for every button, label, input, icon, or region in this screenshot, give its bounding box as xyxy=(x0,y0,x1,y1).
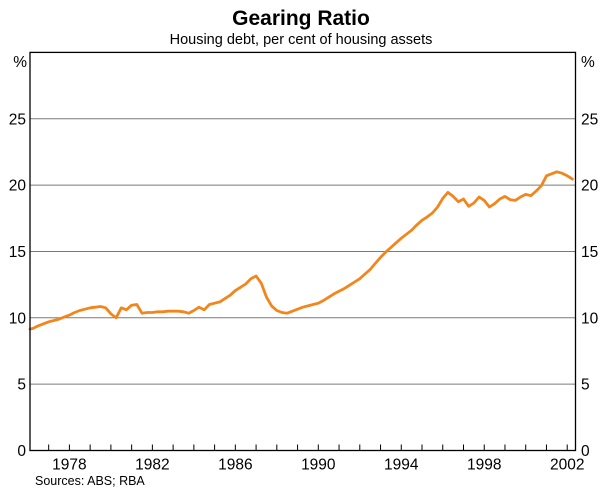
x-axis-label-1994: 1994 xyxy=(384,457,419,474)
plot-border xyxy=(29,51,577,452)
y-axis-label-left: 5 xyxy=(17,377,26,394)
x-axis-label-1986: 1986 xyxy=(218,457,252,474)
chart-title: Gearing Ratio xyxy=(232,7,370,30)
y-axis-label-left: 20 xyxy=(9,178,27,195)
chart-subtitle: Housing debt, per cent of housing assets xyxy=(170,32,433,48)
x-axis-label-1978: 1978 xyxy=(52,457,86,474)
y-axis-label-left: 10 xyxy=(9,310,27,327)
x-axis-label-1982: 1982 xyxy=(135,457,169,474)
x-axis-label-2002: 2002 xyxy=(550,457,584,474)
y-axis-label-left: 15 xyxy=(9,244,26,261)
source-note: Sources: ABS; RBA xyxy=(35,474,145,488)
y-axis-label-right: 10 xyxy=(581,310,599,327)
x-axis-label-1990: 1990 xyxy=(301,457,336,474)
x-axis-label-1998: 1998 xyxy=(467,457,501,474)
gearing-ratio-line xyxy=(28,170,574,331)
y-axis-label-right: 25 xyxy=(581,111,598,128)
y-axis-label-left: 0 xyxy=(17,443,26,460)
plot-area: 0 0 5 5 10 10 15 15 20 20 25 25 1978 1982 1986 1990 1994… xyxy=(9,51,599,474)
y-axis-label-right: 15 xyxy=(581,244,598,261)
y-axis-label-right: 0 xyxy=(581,443,590,460)
y-axis-label-right: 20 xyxy=(581,178,599,195)
y-axis-unit-left: % xyxy=(13,54,27,71)
y-axis-unit-right: % xyxy=(581,54,595,71)
y-axis-label-left: 25 xyxy=(9,111,26,128)
y-axis-label-right: 5 xyxy=(581,377,590,394)
